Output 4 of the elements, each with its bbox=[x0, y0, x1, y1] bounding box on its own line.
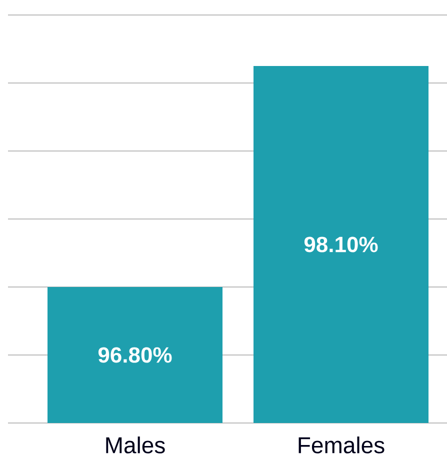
x-tick-label: Females bbox=[298, 436, 384, 454]
x-tick-label: Males bbox=[106, 436, 165, 454]
data-label: 98.10% bbox=[304, 236, 378, 252]
data-label: 96.80% bbox=[98, 347, 172, 363]
